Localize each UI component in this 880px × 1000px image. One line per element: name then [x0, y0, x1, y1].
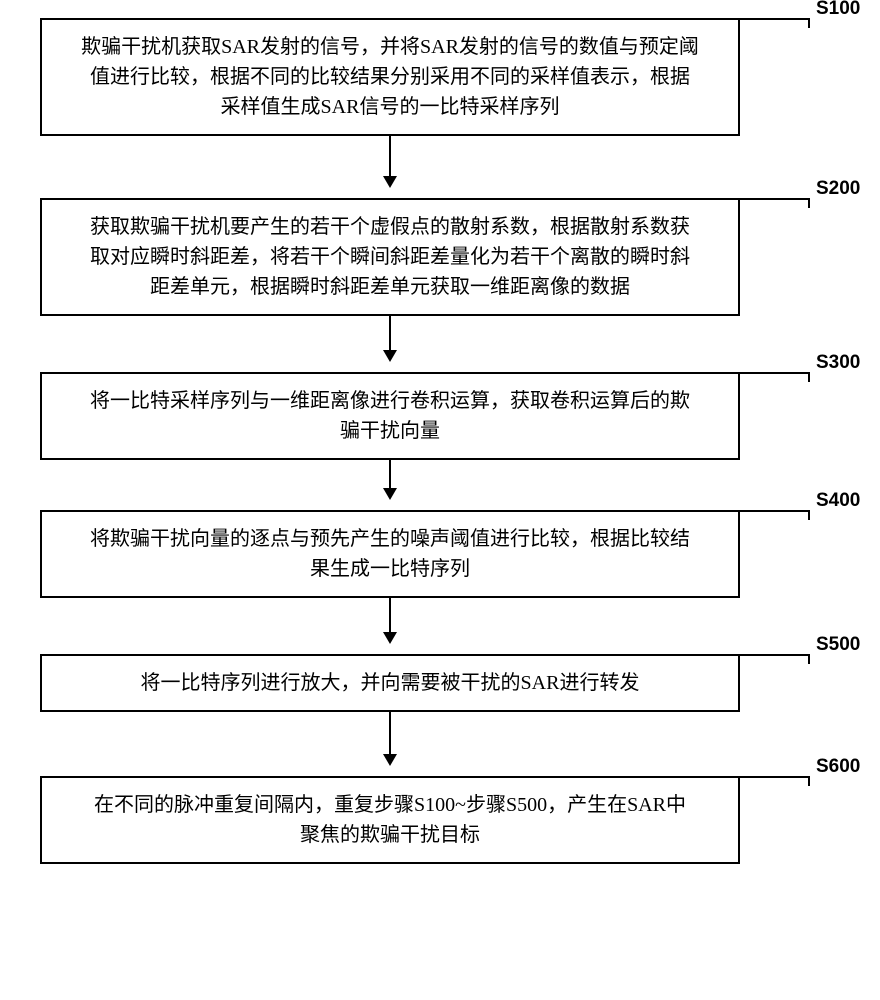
label-connector — [740, 510, 810, 520]
flow-step-s500: 将一比特序列进行放大，并向需要被干扰的SAR进行转发S500 — [40, 654, 850, 712]
step-text-line: 采样值生成SAR信号的一比特采样序列 — [221, 92, 560, 122]
flow-arrow — [40, 460, 740, 510]
label-connector — [740, 776, 810, 786]
step-text-line: 将一比特采样序列与一维距离像进行卷积运算，获取卷积运算后的欺 — [90, 386, 690, 416]
label-connector — [740, 654, 810, 664]
flow-step-s100: 欺骗干扰机获取SAR发射的信号，并将SAR发射的信号的数值与预定阈值进行比较，根… — [40, 18, 850, 136]
step-text-line: 距差单元，根据瞬时斜距差单元获取一维距离像的数据 — [150, 272, 630, 302]
step-label: S400 — [816, 490, 860, 512]
step-text-line: 骗干扰向量 — [340, 416, 440, 446]
flow-step-s300: 将一比特采样序列与一维距离像进行卷积运算，获取卷积运算后的欺骗干扰向量S300 — [40, 372, 850, 460]
label-connector — [740, 372, 810, 382]
step-box: 获取欺骗干扰机要产生的若干个虚假点的散射系数，根据散射系数获取对应瞬时斜距差，将… — [40, 198, 740, 316]
step-text-line: 欺骗干扰机获取SAR发射的信号，并将SAR发射的信号的数值与预定阈 — [81, 32, 699, 62]
step-label: S500 — [816, 634, 860, 656]
flow-arrow — [40, 316, 740, 372]
step-text-line: 取对应瞬时斜距差，将若干个瞬间斜距差量化为若干个离散的瞬时斜 — [90, 242, 690, 272]
flow-arrow — [40, 598, 740, 654]
step-box: 欺骗干扰机获取SAR发射的信号，并将SAR发射的信号的数值与预定阈值进行比较，根… — [40, 18, 740, 136]
flow-step-s600: 在不同的脉冲重复间隔内，重复步骤S100~步骤S500，产生在SAR中聚焦的欺骗… — [40, 776, 850, 864]
label-connector — [740, 198, 810, 208]
step-text-line: 获取欺骗干扰机要产生的若干个虚假点的散射系数，根据散射系数获 — [90, 212, 690, 242]
arrow-line — [389, 712, 391, 764]
step-label: S300 — [816, 352, 860, 374]
step-box: 将欺骗干扰向量的逐点与预先产生的噪声阈值进行比较，根据比较结果生成一比特序列 — [40, 510, 740, 598]
arrow-line — [389, 136, 391, 186]
arrow-line — [389, 316, 391, 360]
flowchart-container: 欺骗干扰机获取SAR发射的信号，并将SAR发射的信号的数值与预定阈值进行比较，根… — [40, 18, 850, 864]
step-label: S600 — [816, 756, 860, 778]
step-box: 将一比特序列进行放大，并向需要被干扰的SAR进行转发 — [40, 654, 740, 712]
step-label: S100 — [816, 0, 860, 20]
step-box: 将一比特采样序列与一维距离像进行卷积运算，获取卷积运算后的欺骗干扰向量 — [40, 372, 740, 460]
step-text-line: 将欺骗干扰向量的逐点与预先产生的噪声阈值进行比较，根据比较结 — [90, 524, 690, 554]
step-text-line: 聚焦的欺骗干扰目标 — [300, 820, 480, 850]
flow-step-s400: 将欺骗干扰向量的逐点与预先产生的噪声阈值进行比较，根据比较结果生成一比特序列S4… — [40, 510, 850, 598]
arrow-line — [389, 598, 391, 642]
flow-arrow — [40, 712, 740, 776]
step-label: S200 — [816, 178, 860, 200]
flow-arrow — [40, 136, 740, 198]
step-text-line: 值进行比较，根据不同的比较结果分别采用不同的采样值表示，根据 — [90, 62, 690, 92]
step-text-line: 在不同的脉冲重复间隔内，重复步骤S100~步骤S500，产生在SAR中 — [94, 790, 686, 820]
arrow-line — [389, 460, 391, 498]
step-text-line: 将一比特序列进行放大，并向需要被干扰的SAR进行转发 — [141, 668, 640, 698]
flow-step-s200: 获取欺骗干扰机要产生的若干个虚假点的散射系数，根据散射系数获取对应瞬时斜距差，将… — [40, 198, 850, 316]
step-text-line: 果生成一比特序列 — [310, 554, 470, 584]
step-box: 在不同的脉冲重复间隔内，重复步骤S100~步骤S500，产生在SAR中聚焦的欺骗… — [40, 776, 740, 864]
label-connector — [740, 18, 810, 28]
